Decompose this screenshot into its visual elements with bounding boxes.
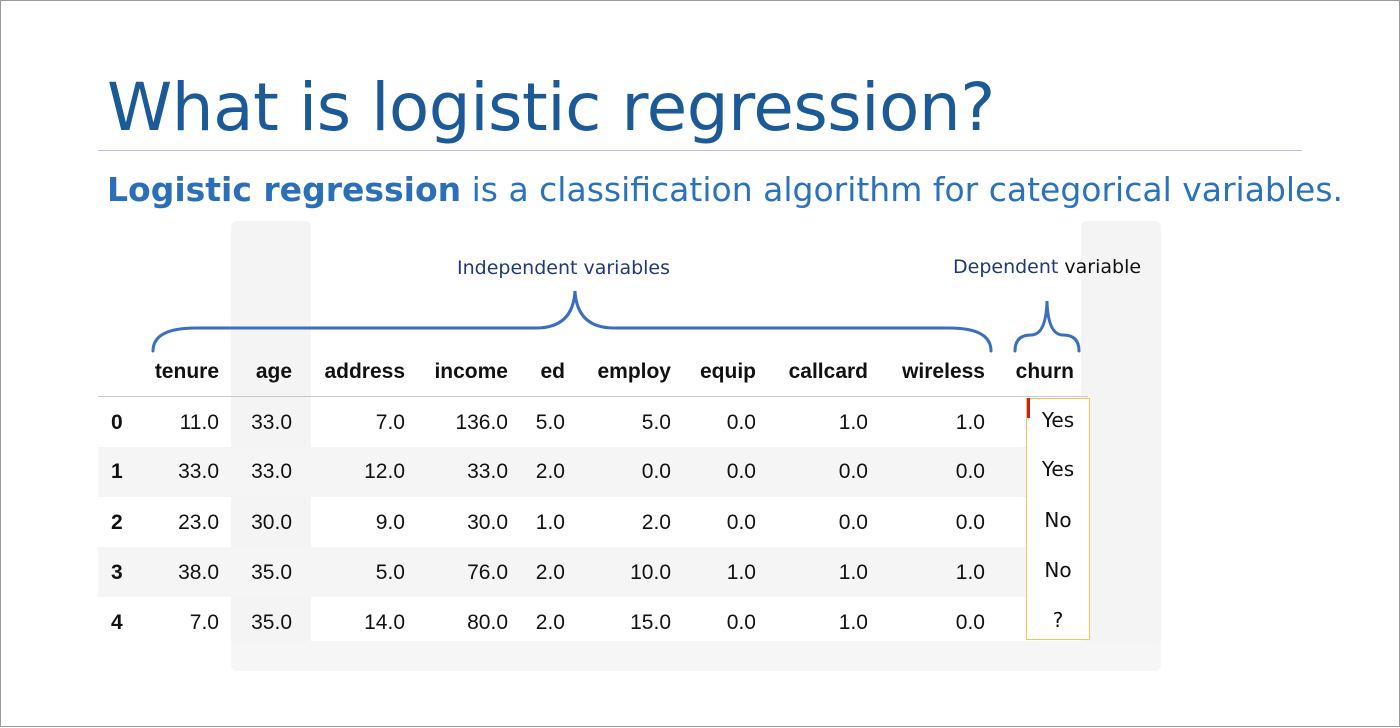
table-cell-employ: 2.0: [641, 511, 671, 534]
table-cell-equip: 0.0: [726, 460, 756, 483]
table-cell-address: 5.0: [375, 561, 405, 584]
table-cell-ed: 2.0: [535, 611, 565, 634]
variable-word: variable: [1064, 256, 1142, 278]
table-cell-employ: 5.0: [641, 411, 671, 434]
table-cell-callcard: 0.0: [838, 460, 868, 483]
table-header-divider: [98, 396, 1088, 397]
churn-value: Yes: [1041, 457, 1075, 481]
table-cell-age: 35.0: [251, 561, 292, 584]
table-cell-wireless: 0.0: [955, 611, 985, 634]
churn-value: No: [1044, 508, 1072, 532]
churn-highlight-box: [1026, 398, 1090, 640]
column-header-churn: churn: [1015, 360, 1074, 383]
table-cell-income: 80.0: [467, 611, 508, 634]
table-cell-employ: 10.0: [630, 561, 671, 584]
table-cell-income: 33.0: [467, 460, 508, 483]
table-cell-address: 9.0: [375, 511, 405, 534]
table-cell-wireless: 0.0: [955, 460, 985, 483]
table-cell-tenure: 23.0: [178, 511, 219, 534]
table-cell-callcard: 1.0: [838, 611, 868, 634]
table-cell-tenure: 7.0: [189, 611, 219, 634]
churn-value: Yes: [1041, 408, 1075, 432]
column-header-callcard: callcard: [788, 360, 868, 383]
table-cell-ed: 2.0: [535, 561, 565, 584]
row-stripe: [98, 547, 1028, 597]
table-cell-callcard: 1.0: [838, 561, 868, 584]
table-cell-ed: 5.0: [535, 411, 565, 434]
table-cell-equip: 0.0: [726, 511, 756, 534]
table-cell-callcard: 1.0: [838, 411, 868, 434]
table-cell-employ: 0.0: [641, 460, 671, 483]
table-cell-tenure: 11.0: [179, 411, 219, 434]
slide-subtitle: Logistic regression is a classification …: [107, 170, 1343, 209]
row-index: 0: [111, 411, 123, 434]
table-cell-address: 7.0: [375, 411, 405, 434]
column-header-income: income: [434, 360, 508, 383]
independent-variables-label: Independent variables: [457, 257, 671, 279]
table-cell-wireless: 1.0: [955, 561, 985, 584]
table-cell-age: 35.0: [251, 611, 292, 634]
table-cell-tenure: 38.0: [178, 561, 219, 584]
dependent-word: Dependent: [953, 256, 1065, 278]
table-cell-equip: 1.0: [726, 561, 756, 584]
column-header-tenure: tenure: [154, 360, 219, 383]
table-cell-age: 30.0: [251, 511, 292, 534]
cursor-mark: [1027, 398, 1030, 418]
table-cell-income: 76.0: [467, 561, 508, 584]
churn-value: ?: [1052, 608, 1064, 632]
table-cell-address: 12.0: [364, 460, 405, 483]
table-cell-equip: 0.0: [726, 411, 756, 434]
dependent-variable-label: Dependent variable: [953, 256, 1141, 278]
table-cell-income: 136.0: [455, 411, 508, 434]
churn-value: No: [1044, 558, 1072, 582]
table-cell-equip: 0.0: [726, 611, 756, 634]
table-cell-ed: 2.0: [535, 460, 565, 483]
title-divider: [98, 150, 1302, 151]
slide-title: What is logistic regression?: [107, 69, 995, 146]
row-stripe: [98, 447, 1028, 497]
table-cell-ed: 1.0: [535, 511, 565, 534]
column-header-ed: ed: [540, 360, 565, 383]
row-index: 1: [111, 460, 123, 483]
row-index: 3: [111, 561, 123, 584]
column-header-address: address: [324, 360, 405, 383]
table-cell-age: 33.0: [251, 411, 292, 434]
table-cell-wireless: 0.0: [955, 511, 985, 534]
dependent-brace-icon: [1013, 300, 1081, 353]
subtitle-bold-term: Logistic regression: [107, 170, 462, 209]
column-header-wireless: wireless: [902, 360, 985, 383]
table-cell-wireless: 1.0: [955, 411, 985, 434]
column-header-age: age: [255, 360, 292, 383]
watermark-shape: [1081, 221, 1161, 661]
column-header-equip: equip: [700, 360, 756, 383]
row-index: 2: [111, 511, 123, 534]
row-index: 4: [111, 611, 123, 634]
subtitle-text: is a classification algorithm for catego…: [461, 170, 1344, 209]
table-cell-address: 14.0: [364, 611, 405, 634]
table-cell-callcard: 0.0: [838, 511, 868, 534]
table-cell-age: 33.0: [251, 460, 292, 483]
watermark-shape: [231, 641, 1161, 671]
table-cell-income: 30.0: [467, 511, 508, 534]
table-cell-employ: 15.0: [630, 611, 671, 634]
column-header-employ: employ: [597, 360, 671, 383]
table-cell-tenure: 33.0: [178, 460, 219, 483]
